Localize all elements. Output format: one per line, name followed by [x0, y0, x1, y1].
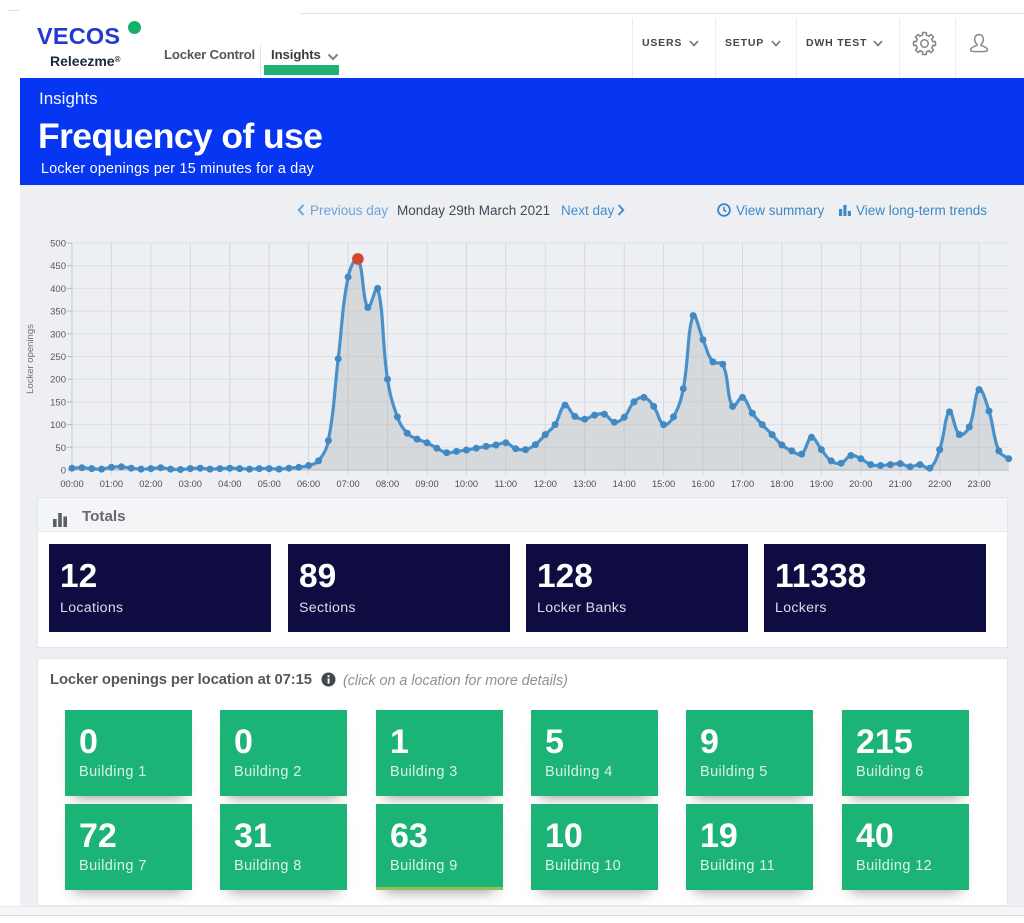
svg-text:05:00: 05:00 — [258, 479, 281, 489]
svg-text:21:00: 21:00 — [889, 479, 912, 489]
svg-text:20:00: 20:00 — [849, 479, 872, 489]
svg-text:06:00: 06:00 — [297, 479, 320, 489]
svg-text:12:00: 12:00 — [534, 479, 557, 489]
svg-text:23:00: 23:00 — [967, 479, 990, 489]
svg-text:450: 450 — [50, 261, 66, 272]
svg-text:200: 200 — [50, 375, 66, 386]
svg-text:Locker openings: Locker openings — [25, 324, 36, 394]
svg-text:19:00: 19:00 — [810, 479, 833, 489]
svg-text:150: 150 — [50, 397, 66, 408]
svg-text:00:00: 00:00 — [60, 479, 83, 489]
svg-text:17:00: 17:00 — [731, 479, 754, 489]
svg-text:350: 350 — [50, 307, 66, 318]
svg-text:03:00: 03:00 — [179, 479, 202, 489]
svg-text:09:00: 09:00 — [415, 479, 438, 489]
svg-text:15:00: 15:00 — [652, 479, 675, 489]
svg-text:18:00: 18:00 — [770, 479, 793, 489]
svg-text:04:00: 04:00 — [218, 479, 241, 489]
svg-text:13:00: 13:00 — [573, 479, 596, 489]
svg-text:10:00: 10:00 — [455, 479, 478, 489]
svg-text:08:00: 08:00 — [376, 479, 399, 489]
svg-text:300: 300 — [50, 329, 66, 340]
svg-text:400: 400 — [50, 284, 66, 295]
svg-text:02:00: 02:00 — [139, 479, 162, 489]
svg-text:500: 500 — [50, 239, 66, 250]
svg-text:07:00: 07:00 — [336, 479, 359, 489]
svg-text:100: 100 — [50, 420, 66, 431]
svg-text:0: 0 — [61, 466, 66, 477]
svg-text:16:00: 16:00 — [691, 479, 714, 489]
svg-text:22:00: 22:00 — [928, 479, 951, 489]
svg-text:11:00: 11:00 — [495, 479, 518, 489]
svg-text:50: 50 — [55, 443, 66, 454]
svg-text:01:00: 01:00 — [100, 479, 123, 489]
svg-text:14:00: 14:00 — [613, 479, 636, 489]
svg-text:250: 250 — [50, 352, 66, 363]
